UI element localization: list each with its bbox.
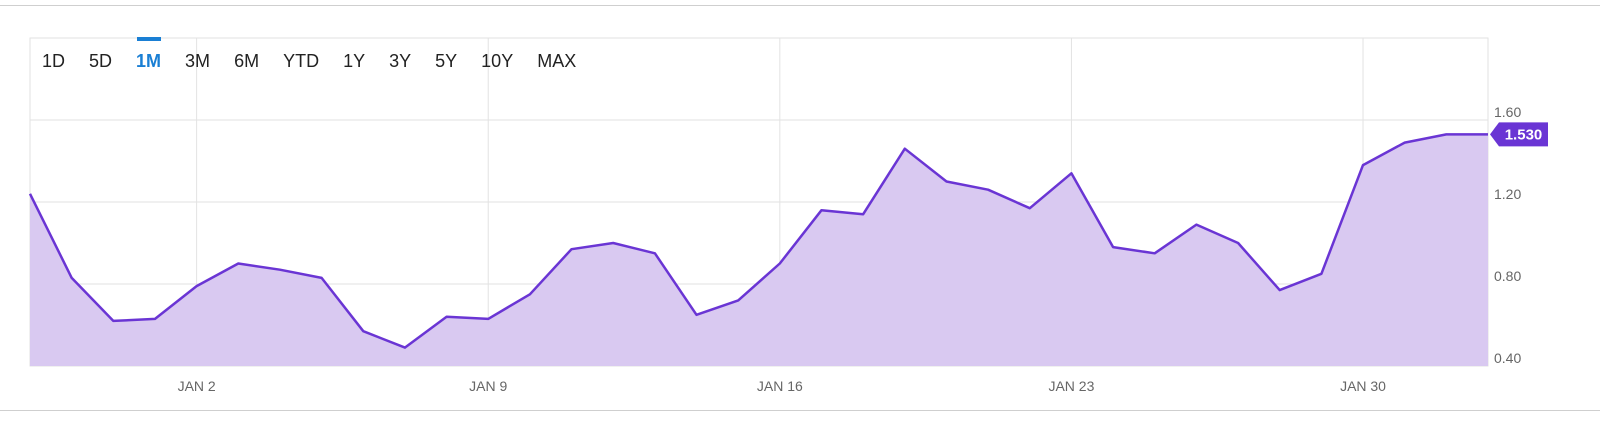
series-area [30, 134, 1488, 366]
series-line-layer [28, 133, 1488, 349]
x-tick-label: JAN 2 [178, 378, 216, 394]
range-button-1y[interactable]: 1Y [343, 51, 366, 71]
range-button-1d[interactable]: 1D [42, 51, 66, 71]
range-button-ytd[interactable]: YTD [283, 51, 320, 71]
range-button-10y[interactable]: 10Y [481, 51, 514, 71]
range-button-5y[interactable]: 5Y [435, 51, 458, 71]
x-axis-ticks: JAN 2 JAN 9 JAN 16 JAN 23 JAN 30 [178, 378, 1387, 394]
series-line [28, 133, 1488, 349]
x-tick-label: JAN 9 [469, 378, 507, 394]
y-axis-ticks: 1.60 1.20 0.80 0.40 [1494, 104, 1521, 366]
area-fill-layer [30, 134, 1488, 366]
x-tick-label: JAN 23 [1048, 378, 1094, 394]
last-value-label: 1.530 [1505, 126, 1543, 143]
time-range-selector: 1D 5D 1M 3M 6M YTD 1Y 3Y 5Y 10Y MAX [30, 37, 588, 84]
range-button-max[interactable]: MAX [537, 51, 577, 71]
y-tick-label: 1.60 [1494, 104, 1521, 120]
range-button-1m[interactable]: 1M [124, 37, 173, 84]
range-button-6m[interactable]: 6M [234, 51, 260, 71]
bottom-divider [0, 410, 1600, 411]
x-tick-label: JAN 30 [1340, 378, 1386, 394]
y-tick-label: 0.80 [1494, 268, 1521, 284]
range-button-5d[interactable]: 5D [89, 51, 113, 71]
range-button-3y[interactable]: 3Y [389, 51, 412, 71]
last-value-badge: 1.530 [1490, 122, 1548, 147]
y-tick-label: 1.20 [1494, 186, 1521, 202]
range-button-3m[interactable]: 3M [185, 51, 211, 71]
y-tick-label: 0.40 [1494, 350, 1521, 366]
top-divider [0, 5, 1600, 6]
last-value-badge-shape [1490, 122, 1548, 147]
x-tick-label: JAN 16 [757, 378, 803, 394]
